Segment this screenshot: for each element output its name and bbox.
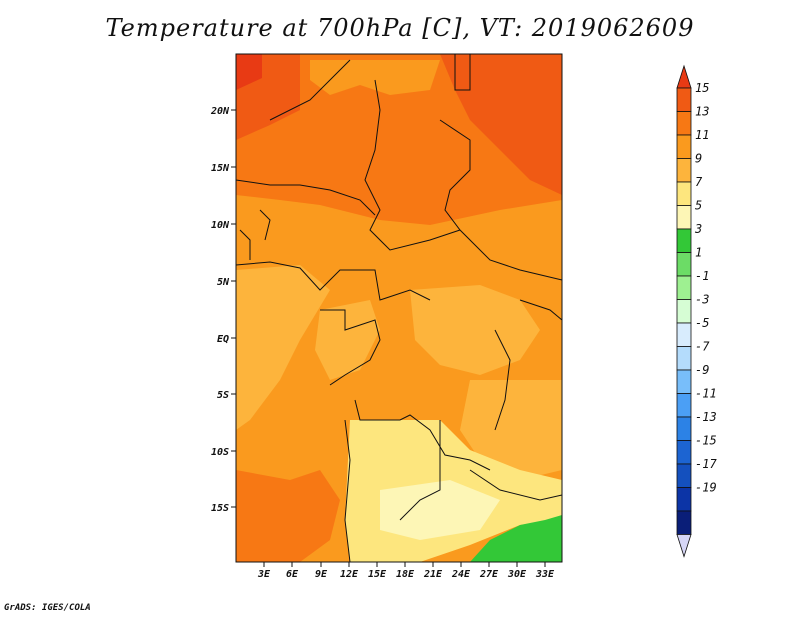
colorbar-label: 3 — [694, 222, 702, 236]
lon-tick: 3E — [257, 562, 271, 580]
lat-tick: 10N — [211, 220, 236, 231]
lon-tick: 21E — [423, 562, 443, 580]
colorbar-label: 1 — [695, 246, 702, 260]
colorbar-label: -1 — [695, 269, 709, 283]
contour-11-southwest — [236, 470, 340, 562]
lat-tick: EQ — [217, 334, 236, 345]
grads-credit: GrADS: IGES/COLA — [4, 603, 91, 613]
lat-tick: 15S — [211, 503, 236, 514]
lon-tick-label: 6E — [286, 569, 299, 580]
colorbar-swatch — [676, 275, 692, 300]
longitude-axis: 3E 6E 9E 12E 15E 18E 21E 24E 27E 30E 33E — [257, 562, 555, 580]
lon-tick: 12E — [340, 562, 359, 580]
colorbar-label: -11 — [695, 387, 717, 401]
colorbar-swatch — [676, 111, 692, 136]
colorbar-label: -5 — [695, 316, 709, 330]
colorbar-label: 11 — [695, 128, 709, 142]
colorbar-bottom-arrow — [676, 534, 692, 558]
lon-tick-label: 15E — [368, 569, 387, 580]
lon-tick-label: 21E — [423, 569, 443, 580]
lat-tick-label: 10N — [211, 220, 230, 231]
map-panel — [235, 53, 563, 563]
lon-tick-label: 9E — [315, 569, 328, 580]
lat-tick-label: 5N — [217, 277, 230, 288]
colorbar-swatch — [676, 463, 692, 488]
contour-7-congo-east — [410, 285, 540, 375]
lon-tick: 30E — [507, 562, 527, 580]
colorbar-swatch — [676, 134, 692, 159]
lat-tick: 10S — [211, 447, 236, 458]
colorbar-swatch — [676, 228, 692, 253]
lat-tick: 5N — [217, 277, 236, 288]
colorbar-label: -15 — [695, 434, 717, 448]
lon-tick-label: 18E — [396, 569, 415, 580]
contour-1-southeast — [470, 515, 562, 562]
colorbar-swatch — [676, 510, 692, 535]
colorbar-label: -17 — [695, 457, 717, 471]
colorbar-swatch — [676, 393, 692, 418]
contour-3-plateau — [380, 480, 500, 540]
lon-tick-label: 30E — [507, 569, 527, 580]
colorbar-swatch — [676, 252, 692, 277]
lon-tick: 24E — [451, 562, 471, 580]
colorbar-swatch — [676, 87, 692, 112]
colorbar-swatch — [676, 205, 692, 230]
lon-tick-label: 3E — [257, 569, 271, 580]
lat-tick-label: 15N — [211, 163, 230, 174]
lon-tick: 18E — [396, 562, 415, 580]
colorbar-label: 13 — [695, 105, 709, 119]
lat-tick: 5S — [217, 390, 236, 401]
lon-tick: 9E — [315, 562, 328, 580]
lon-tick: 33E — [535, 562, 555, 580]
colorbar-swatch — [676, 346, 692, 371]
lat-tick-label: 5S — [217, 390, 229, 401]
contour-9-sahara — [310, 60, 440, 95]
colorbar-label: -7 — [695, 340, 710, 354]
colorbar-label: -13 — [695, 410, 717, 424]
colorbar-swatch — [676, 416, 692, 441]
lat-tick: 20N — [210, 106, 236, 117]
lat-tick-label: 10S — [211, 447, 229, 458]
map-title: Temperature at 700hPa [C], VT: 201906260… — [105, 14, 695, 42]
lon-tick: 6E — [286, 562, 299, 580]
latitude-axis: 20N 15N 10N 5N EQ 5S 10S 15S — [210, 106, 236, 514]
contour-15-corner — [236, 54, 262, 90]
lon-tick: 15E — [368, 562, 387, 580]
colorbar-label: -19 — [695, 481, 717, 495]
colorbar-label: -9 — [695, 363, 709, 377]
lon-tick-label: 12E — [340, 569, 359, 580]
country-borders — [235, 54, 563, 563]
contour-7-gabon — [315, 300, 380, 380]
lat-tick-label: 20N — [210, 106, 230, 117]
lat-tick-label: EQ — [217, 334, 229, 345]
colorbar-label: -3 — [695, 293, 709, 307]
lat-tick-label: 15S — [211, 503, 229, 514]
colorbar-swatch — [676, 158, 692, 183]
colorbar-swatch — [676, 440, 692, 465]
colorbar-swatch — [676, 299, 692, 324]
colorbar-swatch — [676, 369, 692, 394]
contour-7-east — [460, 380, 562, 480]
contour-7-west-coast — [236, 265, 330, 430]
colorbar-swatch — [676, 487, 692, 512]
colorbar-label: 15 — [695, 81, 709, 95]
colorbar-label: 7 — [695, 175, 703, 189]
colorbar-top-arrow — [676, 64, 692, 89]
colorbar-label: 5 — [695, 199, 702, 213]
lon-tick-label: 27E — [479, 569, 499, 580]
lat-tick: 15N — [211, 163, 236, 174]
lon-tick-label: 33E — [535, 569, 555, 580]
colorbar-label: 9 — [695, 152, 702, 166]
lon-tick-label: 24E — [451, 569, 471, 580]
map-frame — [235, 53, 563, 563]
colorbar: 15 13 11 9 7 5 3 1 -1 -3 -5 -7 -9 -11 -13 -15 -17 -19 — [676, 64, 717, 558]
colorbar-swatch — [676, 322, 692, 347]
lon-tick: 27E — [479, 562, 499, 580]
colorbar-swatch — [676, 181, 692, 206]
